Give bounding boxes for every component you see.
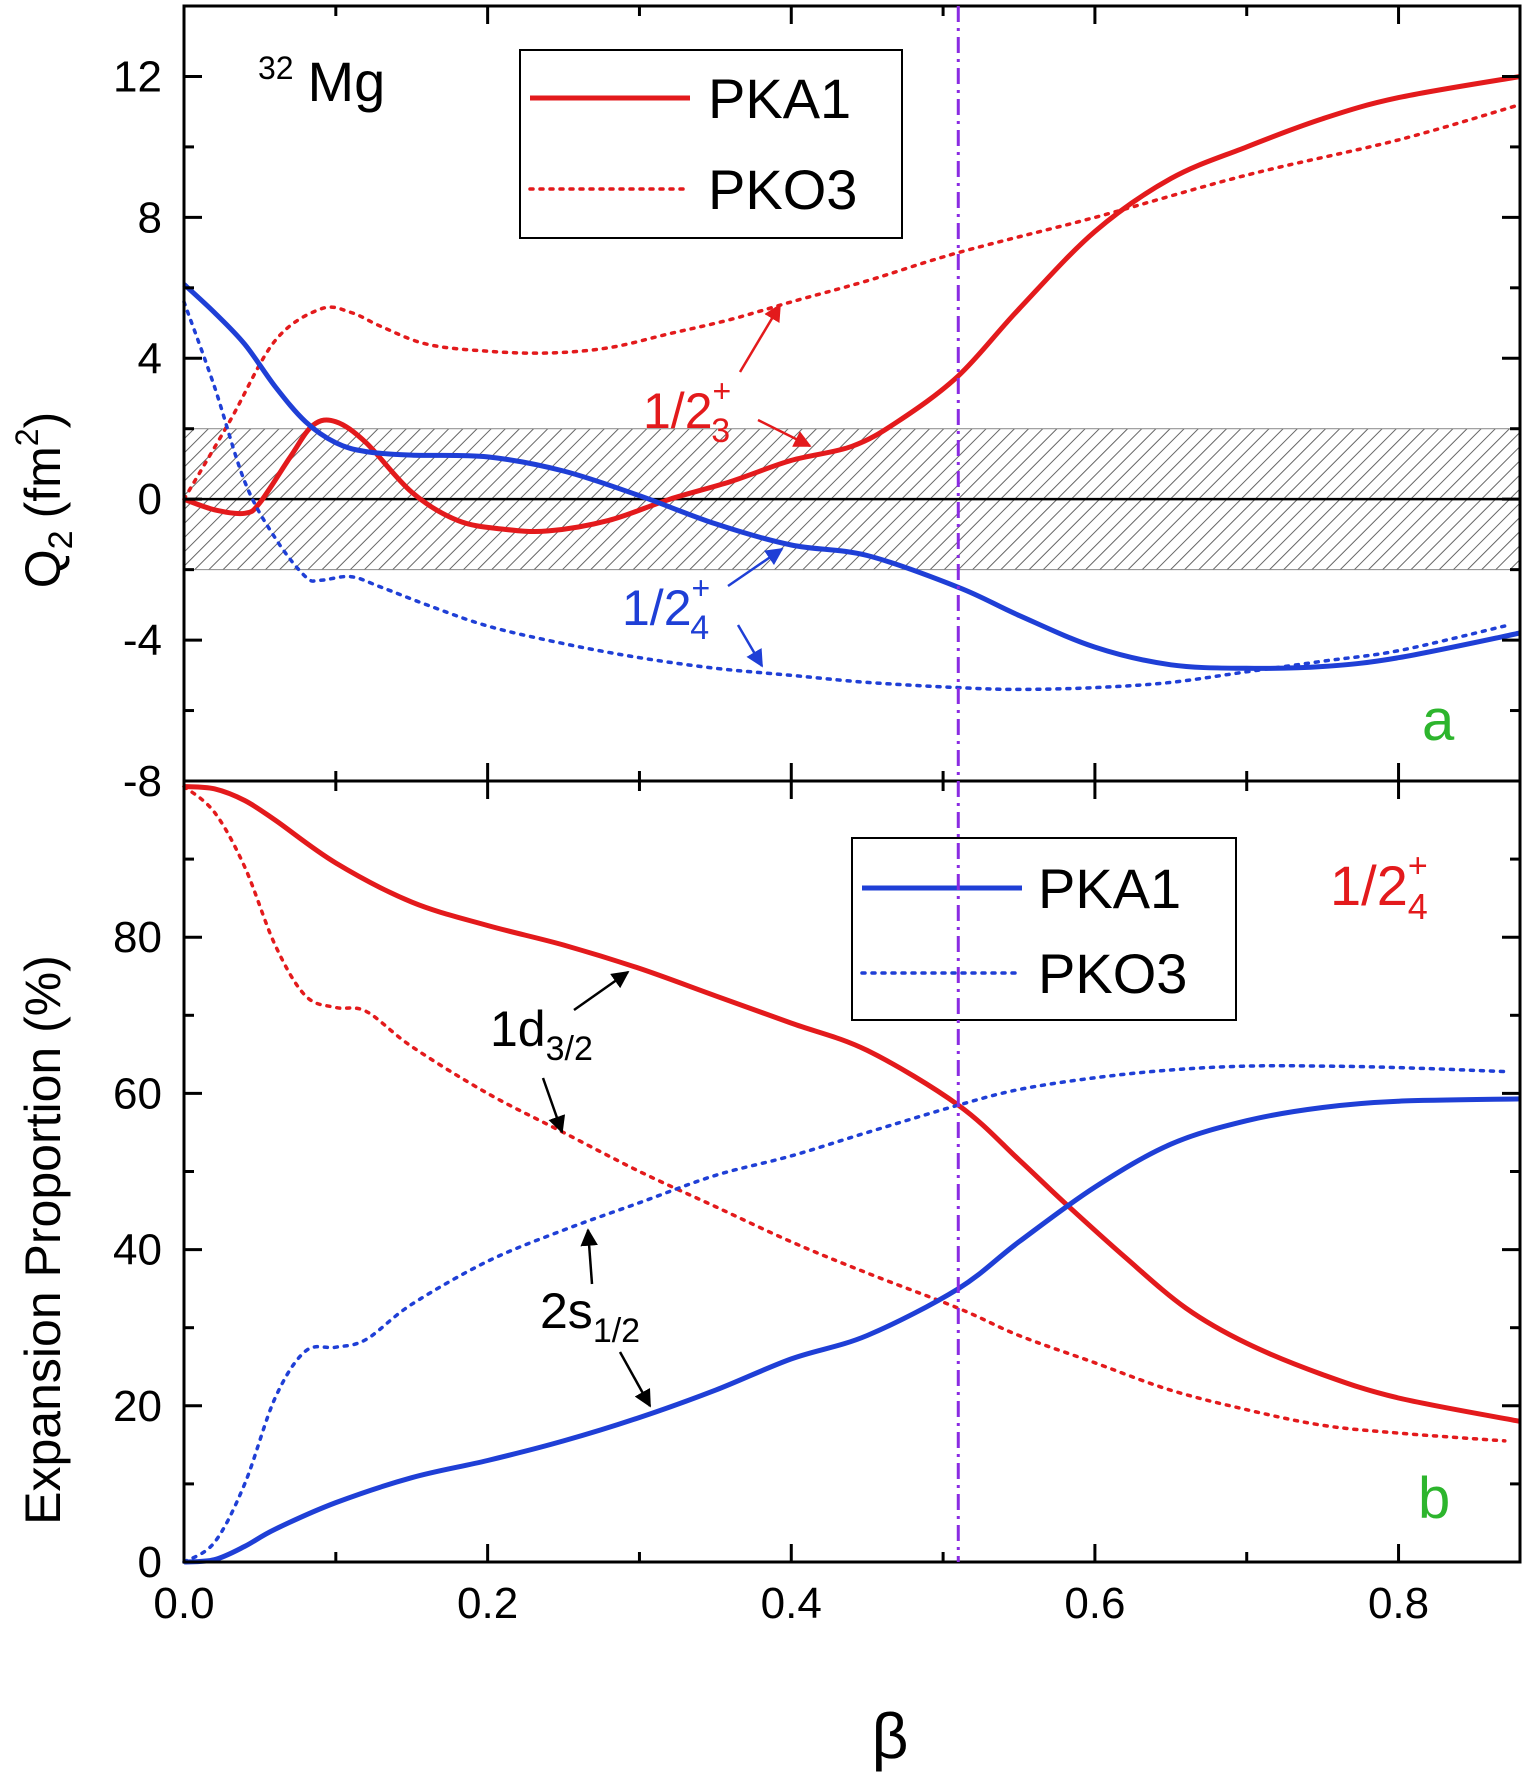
annotation-1-2-3-sup: + xyxy=(713,373,732,409)
annotation-arrow xyxy=(541,1077,566,1134)
annotation-1-2-3-label: 1/2 xyxy=(643,383,713,439)
state-label-sub: 4 xyxy=(1408,886,1428,927)
frames xyxy=(182,4,1522,1564)
y-tick-label-b-4: 80 xyxy=(113,913,162,962)
y-axis-title-a-sup: 2 xyxy=(9,428,45,446)
series-line-0 xyxy=(183,74,1521,535)
series-line-1 xyxy=(182,102,1522,501)
annotation-1-2-3-sub: 3 xyxy=(711,412,730,450)
y-tick-label-a-0: -8 xyxy=(123,757,162,806)
annotation-arrow xyxy=(727,547,784,588)
annotation-arrow xyxy=(573,970,630,1012)
annotation-arrow xyxy=(738,303,782,373)
y-tick-label-a-5: 12 xyxy=(113,52,162,101)
y-axis-title-a-unit: (fm xyxy=(15,446,71,518)
series-line-2 xyxy=(182,282,1521,671)
legend-b: PKA1 PKO3 xyxy=(851,837,1237,1021)
plot-frame xyxy=(182,4,1522,1564)
annotation-1-2-4-label: 1/2 xyxy=(622,580,692,636)
annotation-arrow xyxy=(580,1228,598,1285)
state-label-sup: + xyxy=(1408,847,1428,885)
x-tick-label-3: 0.6 xyxy=(1064,1579,1125,1628)
nucleus-element: Mg xyxy=(308,50,386,113)
annotation-2s12: 2s1/2 xyxy=(540,1283,640,1350)
ticks-b: 0.0 0.2 0.4 0.6 0.8 0 20 40 60 80 xyxy=(113,781,1520,1628)
annotation-arrow xyxy=(618,1351,652,1408)
annotation-1-2-3: 1/2+ 3 xyxy=(643,373,731,450)
state-label-main: 1/2 xyxy=(1330,854,1408,917)
nucleus-mass: 32 xyxy=(258,50,294,86)
legend-a-label-pka1: PKA1 xyxy=(708,67,851,130)
y-axis-title-a: Q2(fm2) xyxy=(9,412,80,588)
annotation-1d32: 1d3/2 xyxy=(490,1001,593,1068)
annotation-1-2-4-sub: 4 xyxy=(690,609,709,647)
series-group-b xyxy=(182,784,1521,1565)
y-axis-title-a-sub: 2 xyxy=(42,530,80,549)
annotation-2s12-sub: 1/2 xyxy=(593,1312,640,1350)
legend-a-box xyxy=(519,49,903,239)
y-tick-label-a-3: 4 xyxy=(138,334,162,383)
y-axis-title-a-main: Q xyxy=(15,549,71,588)
legend-a: PKA1 PKO3 xyxy=(519,49,903,239)
y-tick-label-a-2: 0 xyxy=(138,475,162,524)
legend-b-label-pko3: PKO3 xyxy=(1038,942,1187,1005)
annotation-1d32-sub: 3/2 xyxy=(546,1030,593,1068)
y-tick-label-b-1: 20 xyxy=(113,1382,162,1431)
x-tick-label-4: 0.8 xyxy=(1368,1579,1429,1628)
ticks-a: -8 -4 0 4 8 12 xyxy=(113,6,1520,806)
series-line-3 xyxy=(182,1063,1507,1564)
y-tick-label-b-2: 40 xyxy=(113,1226,162,1275)
y-tick-label-b-0: 0 xyxy=(138,1538,162,1587)
y-axis-title-b: Expansion Proportion (%) xyxy=(15,955,71,1525)
annotation-arrow xyxy=(736,624,764,668)
x-tick-label-0: 0.0 xyxy=(153,1579,214,1628)
annotation-1-2-4: 1/2+ 4 xyxy=(622,570,710,647)
panel-label-b: b xyxy=(1418,1466,1450,1531)
legend-a-label-pko3: PKO3 xyxy=(708,158,857,221)
x-tick-label-2: 0.4 xyxy=(761,1579,822,1628)
y-tick-label-a-1: -4 xyxy=(123,616,162,665)
series-group-a xyxy=(182,74,1522,692)
x-axis-title: β xyxy=(872,1700,909,1772)
y-axis-title-a-close: ) xyxy=(15,412,71,429)
series-line-0 xyxy=(183,784,1521,1424)
legend-b-box xyxy=(851,837,1237,1021)
x-tick-label-1: 0.2 xyxy=(457,1579,518,1628)
state-label: 1/2+ 4 xyxy=(1330,847,1428,927)
y-tick-label-a-4: 8 xyxy=(138,193,162,242)
annotation-1-2-4-sup: + xyxy=(692,570,711,606)
annotation-arrow xyxy=(757,418,812,448)
annotation-2s12-label: 2s xyxy=(540,1283,593,1339)
y-tick-label-b-3: 60 xyxy=(113,1069,162,1118)
nucleus-label: 32 Mg xyxy=(258,34,385,113)
panel-label-a: a xyxy=(1422,688,1455,753)
legend-b-label-pka1: PKA1 xyxy=(1038,857,1181,920)
annotation-1d32-label: 1d xyxy=(490,1001,546,1057)
series-line-2 xyxy=(183,1096,1521,1565)
series-line-3 xyxy=(182,300,1507,692)
series-line-1 xyxy=(182,784,1507,1443)
